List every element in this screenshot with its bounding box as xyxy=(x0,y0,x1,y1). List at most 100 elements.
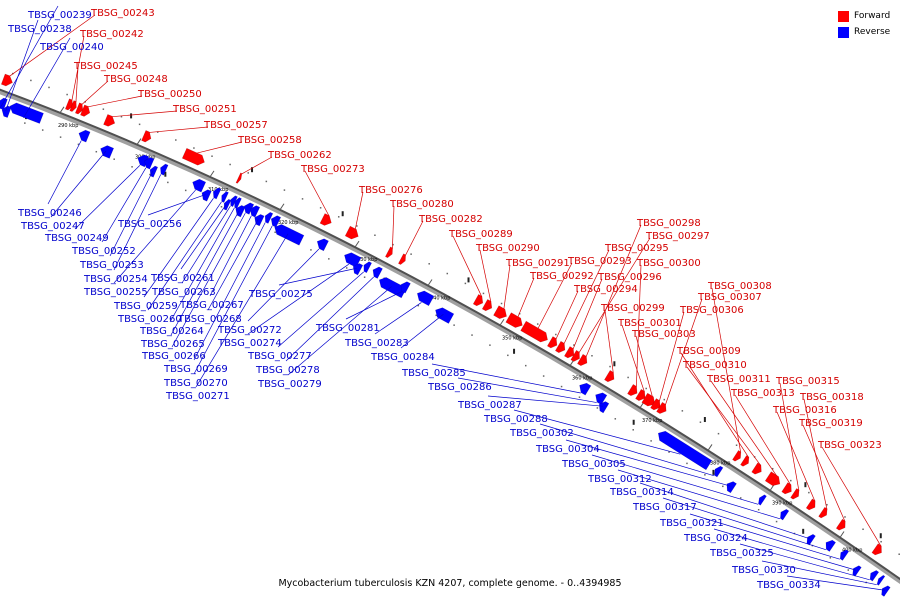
gene-label[interactable]: TBSG_00274 xyxy=(217,338,282,349)
forward-gene[interactable] xyxy=(546,336,559,351)
reverse-gene[interactable] xyxy=(148,165,159,178)
gene-label[interactable]: TBSG_00314 xyxy=(609,487,674,498)
forward-gene[interactable] xyxy=(650,398,663,412)
reverse-gene[interactable] xyxy=(361,260,373,274)
forward-gene[interactable] xyxy=(818,506,830,519)
forward-gene[interactable] xyxy=(505,312,525,330)
gene-label[interactable]: TBSG_00246 xyxy=(17,208,82,219)
gene-label[interactable]: TBSG_00316 xyxy=(772,405,837,416)
forward-gene[interactable] xyxy=(0,73,14,88)
forward-gene[interactable] xyxy=(563,346,576,360)
gene-label[interactable]: TBSG_00298 xyxy=(636,218,701,229)
reverse-gene[interactable] xyxy=(222,198,232,211)
gene-label[interactable]: TBSG_00280 xyxy=(389,199,454,210)
gene-label[interactable]: TBSG_00262 xyxy=(267,150,332,161)
gene-label[interactable]: TBSG_00312 xyxy=(587,474,652,485)
gene-label[interactable]: TBSG_00266 xyxy=(141,351,206,362)
gene-label[interactable]: TBSG_00291 xyxy=(505,258,570,269)
gene-label[interactable]: TBSG_00310 xyxy=(682,360,747,371)
forward-gene[interactable] xyxy=(835,518,848,532)
forward-gene[interactable] xyxy=(472,293,485,308)
gene-label[interactable]: TBSG_00264 xyxy=(139,326,204,337)
forward-gene[interactable] xyxy=(235,172,243,184)
forward-gene[interactable] xyxy=(790,488,802,500)
forward-gene[interactable] xyxy=(732,449,743,462)
forward-gene[interactable] xyxy=(319,213,334,227)
reverse-gene[interactable] xyxy=(879,584,891,597)
forward-gene[interactable] xyxy=(577,353,589,368)
gene-label[interactable]: TBSG_00287 xyxy=(457,400,522,411)
gene-label[interactable]: TBSG_00258 xyxy=(237,135,302,146)
forward-gene[interactable] xyxy=(493,305,509,321)
gene-label[interactable]: TBSG_00245 xyxy=(73,61,138,72)
reverse-gene[interactable] xyxy=(655,428,713,471)
gene-label[interactable]: TBSG_00243 xyxy=(90,8,155,19)
gene-label[interactable]: TBSG_00324 xyxy=(683,533,748,544)
gene-label[interactable]: TBSG_00283 xyxy=(344,338,409,349)
gene-label[interactable]: TBSG_00269 xyxy=(163,364,228,375)
reverse-gene[interactable] xyxy=(252,213,265,227)
reverse-gene[interactable] xyxy=(804,533,816,546)
gene-label[interactable]: TBSG_00319 xyxy=(798,418,863,429)
gene-label[interactable]: TBSG_00289 xyxy=(448,229,513,240)
reverse-gene[interactable] xyxy=(823,538,836,552)
gene-label[interactable]: TBSG_00276 xyxy=(358,185,423,196)
gene-label[interactable]: TBSG_00273 xyxy=(300,164,365,175)
gene-label[interactable]: TBSG_00304 xyxy=(535,444,600,455)
gene-label[interactable]: TBSG_00254 xyxy=(83,274,148,285)
gene-label[interactable]: TBSG_00308 xyxy=(707,281,772,292)
reverse-gene[interactable] xyxy=(415,289,435,307)
forward-gene[interactable] xyxy=(181,147,207,167)
reverse-gene[interactable] xyxy=(142,156,155,170)
forward-gene[interactable] xyxy=(141,130,154,143)
reverse-gene[interactable] xyxy=(219,190,229,203)
reverse-gene[interactable] xyxy=(232,196,242,209)
gene-label[interactable]: TBSG_00272 xyxy=(217,325,282,336)
gene-label[interactable]: TBSG_00292 xyxy=(529,271,594,282)
reverse-gene[interactable] xyxy=(433,305,455,324)
gene-label[interactable]: TBSG_00279 xyxy=(257,379,322,390)
gene-label[interactable]: TBSG_00277 xyxy=(247,351,312,362)
reverse-gene[interactable] xyxy=(875,574,886,586)
reverse-gene[interactable] xyxy=(228,195,238,208)
gene-label[interactable]: TBSG_00265 xyxy=(140,339,205,350)
gene-label[interactable]: TBSG_00290 xyxy=(475,243,540,254)
forward-gene[interactable] xyxy=(604,370,617,384)
reverse-gene[interactable] xyxy=(272,222,305,246)
reverse-gene[interactable] xyxy=(233,204,246,218)
gene-label[interactable]: TBSG_00260 xyxy=(117,314,182,325)
gene-label[interactable]: TBSG_00263 xyxy=(151,287,216,298)
reverse-gene[interactable] xyxy=(98,144,115,159)
reverse-gene[interactable] xyxy=(8,101,44,124)
gene-label[interactable]: TBSG_00249 xyxy=(44,233,109,244)
gene-label[interactable]: TBSG_00248 xyxy=(103,74,168,85)
gene-label[interactable]: TBSG_00334 xyxy=(756,580,821,591)
reverse-gene[interactable] xyxy=(351,262,364,276)
gene-label[interactable]: TBSG_00295 xyxy=(604,243,669,254)
forward-gene[interactable] xyxy=(384,246,395,259)
reverse-gene[interactable] xyxy=(724,479,737,494)
gene-label[interactable]: TBSG_00311 xyxy=(706,374,771,385)
forward-gene[interactable] xyxy=(871,543,885,558)
gene-label[interactable]: TBSG_00259 xyxy=(113,301,178,312)
gene-label[interactable]: TBSG_00282 xyxy=(418,214,483,225)
gene-label[interactable]: TBSG_00302 xyxy=(509,428,574,439)
gene-label[interactable]: TBSG_00251 xyxy=(172,104,237,115)
forward-gene[interactable] xyxy=(554,340,567,355)
gene-label[interactable]: TBSG_00247 xyxy=(20,221,85,232)
forward-gene[interactable] xyxy=(781,482,795,497)
forward-gene[interactable] xyxy=(64,98,75,111)
gene-label[interactable]: TBSG_00238 xyxy=(7,24,72,35)
gene-label[interactable]: TBSG_00261 xyxy=(150,273,215,284)
gene-label[interactable]: TBSG_00317 xyxy=(632,502,697,513)
gene-label[interactable]: TBSG_00268 xyxy=(177,314,242,325)
forward-gene[interactable] xyxy=(764,471,783,489)
gene-label[interactable]: TBSG_00286 xyxy=(427,382,492,393)
reverse-gene[interactable] xyxy=(263,211,274,224)
reverse-gene[interactable] xyxy=(778,508,790,521)
reverse-gene[interactable] xyxy=(712,465,724,478)
reverse-gene[interactable] xyxy=(0,104,12,118)
gene-label[interactable]: TBSG_00288 xyxy=(483,414,548,425)
gene-label[interactable]: TBSG_00305 xyxy=(561,459,626,470)
gene-label[interactable]: TBSG_00285 xyxy=(401,368,466,379)
